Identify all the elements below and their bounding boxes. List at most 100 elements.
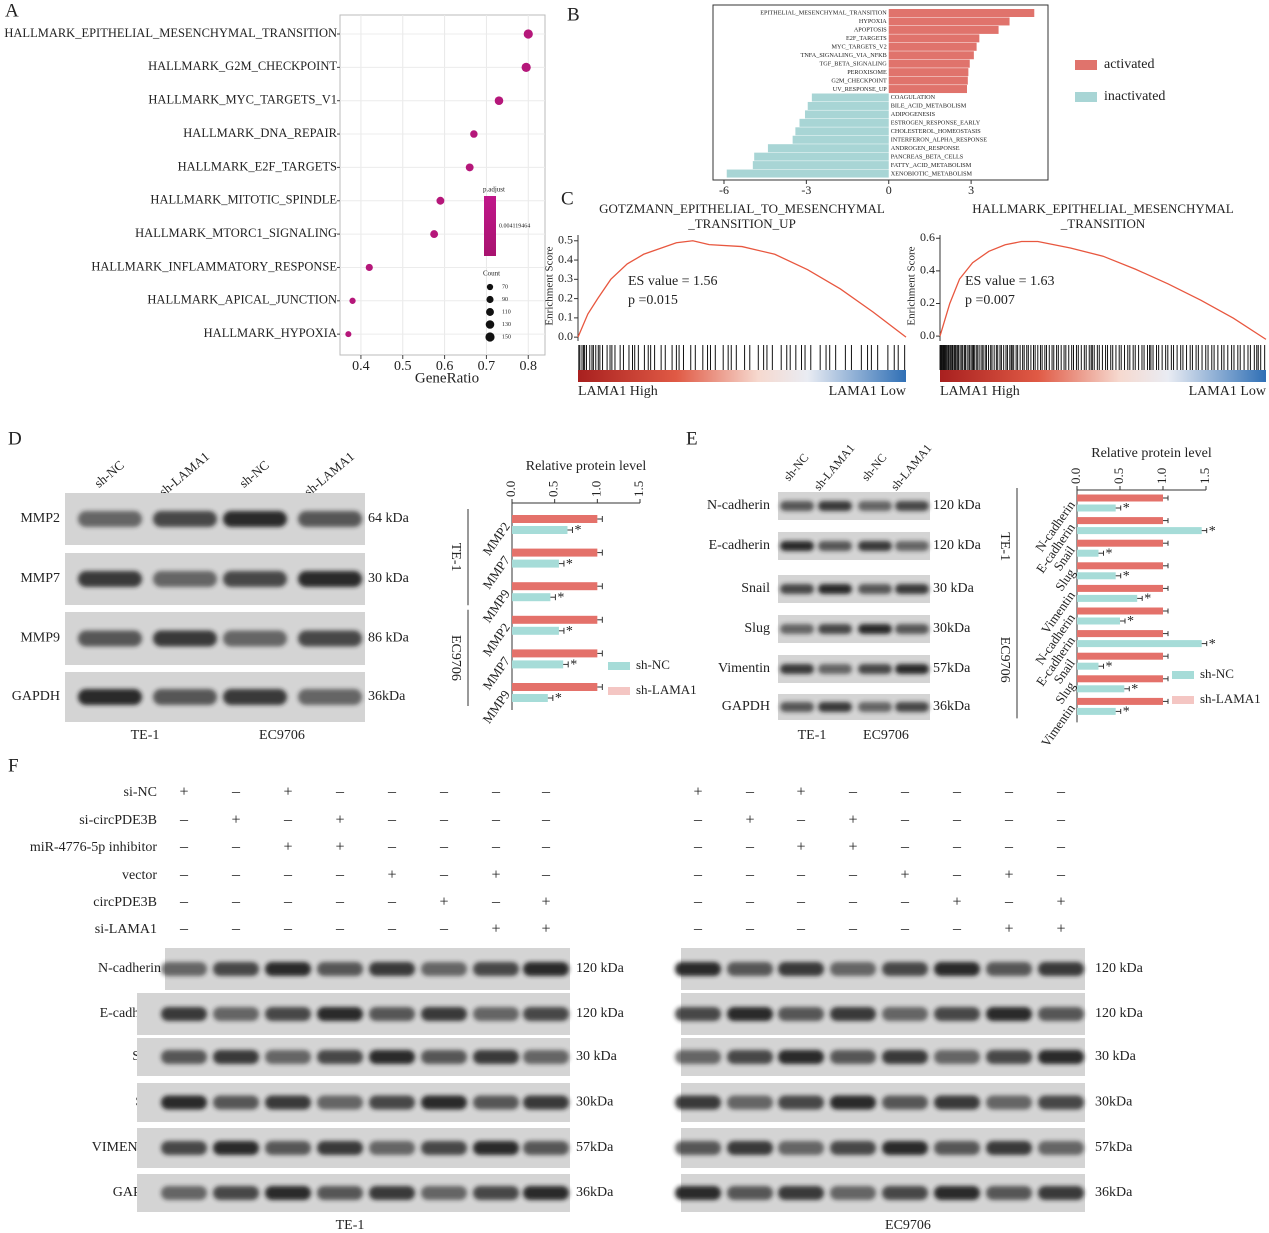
- panel-label: A: [5, 0, 19, 21]
- bar: [512, 626, 559, 635]
- condition-sign: –: [745, 894, 755, 911]
- bar-label: EPITHELIAL_MESENCHYMAL_TRANSITION: [760, 10, 887, 17]
- size-label: 30kDa: [576, 1095, 614, 1110]
- blot-band: [78, 511, 142, 527]
- condition-sign: –: [693, 839, 703, 856]
- condition-sign: –: [745, 921, 755, 938]
- significance: *: [1131, 682, 1138, 697]
- dot: [523, 29, 533, 39]
- condition-sign: –: [541, 784, 551, 801]
- cell-line: EC9706: [259, 728, 305, 743]
- blot-band: [986, 962, 1032, 976]
- condition-sign: –: [900, 784, 910, 801]
- significance: *: [570, 658, 577, 673]
- size-label: 86 kDa: [368, 631, 410, 646]
- condition-sign: +: [745, 812, 754, 829]
- bar: [512, 526, 568, 534]
- x-tick-label: 1.0: [1154, 468, 1169, 484]
- condition-sign: –: [387, 812, 397, 829]
- blot-band: [317, 1095, 363, 1110]
- y-tick-label: HALLMARK_EPITHELIAL_MESENCHYMAL_TRANSITI…: [4, 26, 337, 40]
- blot-band: [727, 1141, 773, 1155]
- x-tick-label: 0: [886, 183, 892, 197]
- blot-band: [265, 962, 311, 976]
- blot-band: [369, 962, 415, 976]
- condition-sign: –: [283, 894, 293, 911]
- bar: [888, 76, 968, 85]
- blot-band: [727, 1186, 773, 1200]
- blot-band: [675, 1050, 721, 1064]
- x-label: LAMA1 High: [578, 384, 658, 399]
- condition-sign: –: [693, 812, 703, 829]
- bar: [1077, 539, 1163, 547]
- bar-label: PEROXISOME: [847, 69, 887, 76]
- legend-label: activated: [1104, 57, 1155, 72]
- condition-sign: –: [900, 921, 910, 938]
- legend-title: p.adjust: [483, 186, 505, 194]
- x-tick-label: 3: [968, 183, 974, 197]
- condition-sign: +: [387, 867, 396, 884]
- blot-band: [830, 1007, 876, 1021]
- bar: [512, 515, 598, 523]
- x-tick-label: 0.5: [546, 481, 561, 497]
- blot-band: [213, 1186, 259, 1200]
- panel-label: E: [686, 428, 698, 449]
- blot-band: [473, 962, 519, 976]
- bar: [1077, 707, 1116, 715]
- bar: [888, 34, 980, 43]
- blot-band: [1038, 1095, 1084, 1110]
- condition-sign: +: [848, 812, 857, 829]
- condition-sign: +: [900, 867, 909, 884]
- y-tick-label: HALLMARK_APICAL_JUNCTION: [147, 293, 337, 307]
- significance: *: [1123, 501, 1130, 516]
- bar: [1077, 607, 1163, 615]
- bar: [888, 17, 1010, 26]
- bar-label: ADIPOGENESIS: [891, 111, 936, 118]
- condition-sign: +: [1004, 867, 1013, 884]
- condition-sign: –: [491, 784, 501, 801]
- blot-band: [780, 702, 814, 712]
- condition-sign: +: [848, 839, 857, 856]
- condition-sign: –: [335, 921, 345, 938]
- size-label: 36kDa: [576, 1185, 614, 1200]
- bar: [754, 152, 889, 161]
- blot-band: [161, 962, 207, 976]
- significance: *: [566, 624, 573, 639]
- bar: [1077, 572, 1116, 580]
- condition-sign: –: [1004, 894, 1014, 911]
- blot-band: [523, 1007, 569, 1021]
- condition-sign: –: [1056, 784, 1066, 801]
- condition-sign: –: [1004, 784, 1014, 801]
- condition-sign: –: [900, 812, 910, 829]
- condition-sign: –: [693, 921, 703, 938]
- group-label: TE-1: [448, 543, 463, 572]
- legend-swatch: [1075, 60, 1097, 70]
- bar-label: APOPTOSIS: [854, 27, 887, 34]
- significance: *: [574, 523, 581, 538]
- cell-line: EC9706: [885, 1218, 931, 1233]
- legend-label: 130: [502, 322, 511, 328]
- blot-band: [675, 1141, 721, 1155]
- cell-line: TE-1: [798, 728, 827, 743]
- condition-sign: –: [231, 784, 241, 801]
- blot-band: [161, 1186, 207, 1200]
- blot-band: [523, 1050, 569, 1064]
- size-key: [485, 320, 495, 329]
- dot: [430, 230, 439, 239]
- rank-heatmap: [578, 370, 906, 382]
- condition-sign: –: [387, 894, 397, 911]
- blot-band: [986, 1141, 1032, 1155]
- size-label: 30 kDa: [576, 1049, 618, 1064]
- condition-label: si-circPDE3B: [79, 813, 157, 828]
- chart-title: GOTZMANN_EPITHELIAL_TO_MESENCHYMAL: [599, 201, 885, 216]
- condition-sign: –: [1004, 839, 1014, 856]
- annotation: p =0.007: [965, 293, 1015, 308]
- condition-sign: +: [283, 784, 292, 801]
- blot-band: [986, 1050, 1032, 1064]
- bar: [1077, 594, 1138, 602]
- row-label: MMP7: [20, 571, 60, 586]
- condition-sign: +: [1056, 894, 1065, 911]
- y-tick-label: HALLMARK_DNA_REPAIR: [183, 126, 337, 140]
- row-label: N-cadherin: [707, 498, 770, 513]
- blot-band: [213, 962, 259, 976]
